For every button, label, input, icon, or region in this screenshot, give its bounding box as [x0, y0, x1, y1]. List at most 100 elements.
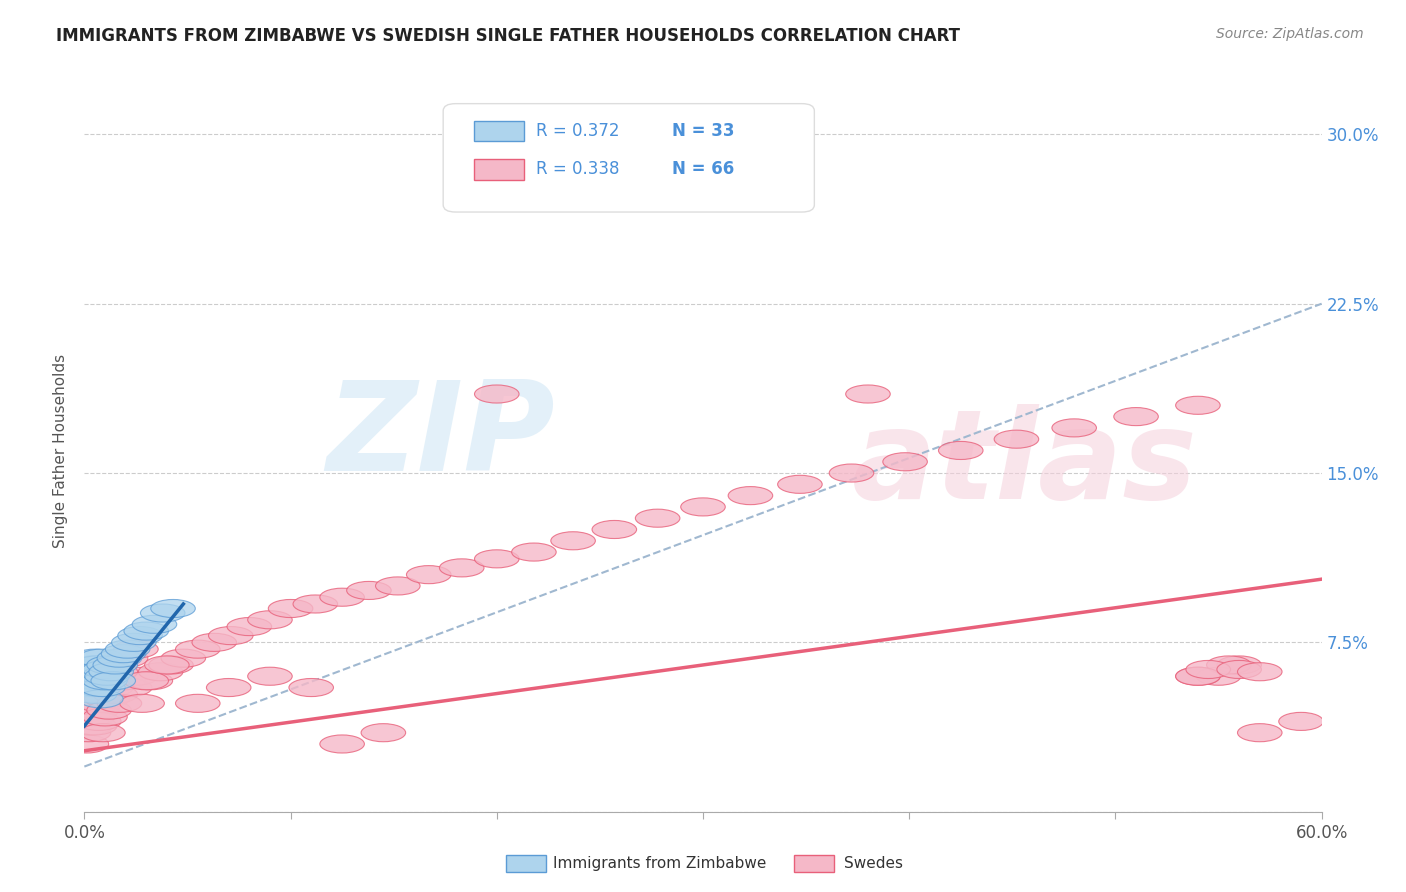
Ellipse shape — [97, 649, 142, 667]
Ellipse shape — [1216, 656, 1261, 674]
Ellipse shape — [994, 430, 1039, 448]
Ellipse shape — [138, 663, 183, 681]
Ellipse shape — [1237, 723, 1282, 742]
Ellipse shape — [66, 667, 111, 685]
Ellipse shape — [176, 694, 221, 713]
Ellipse shape — [84, 667, 129, 685]
Text: R = 0.372: R = 0.372 — [536, 122, 620, 140]
Text: R = 0.338: R = 0.338 — [536, 161, 620, 178]
Ellipse shape — [79, 690, 124, 708]
Ellipse shape — [66, 723, 111, 742]
Text: atlas: atlas — [852, 404, 1198, 525]
Ellipse shape — [681, 498, 725, 516]
Ellipse shape — [120, 694, 165, 713]
Ellipse shape — [70, 656, 115, 674]
Ellipse shape — [124, 622, 169, 640]
Ellipse shape — [83, 708, 128, 726]
Ellipse shape — [80, 667, 125, 685]
FancyBboxPatch shape — [474, 160, 523, 179]
Ellipse shape — [1237, 663, 1282, 681]
Ellipse shape — [105, 640, 150, 658]
Ellipse shape — [1175, 667, 1220, 685]
Text: ZIP: ZIP — [326, 376, 554, 497]
Ellipse shape — [207, 679, 252, 697]
Ellipse shape — [72, 649, 117, 667]
Ellipse shape — [76, 679, 121, 697]
Ellipse shape — [247, 611, 292, 629]
Ellipse shape — [72, 667, 117, 685]
Ellipse shape — [145, 656, 190, 674]
Ellipse shape — [132, 615, 177, 633]
Ellipse shape — [107, 679, 152, 697]
Ellipse shape — [1278, 713, 1323, 731]
Ellipse shape — [347, 582, 391, 599]
Ellipse shape — [247, 667, 292, 685]
Ellipse shape — [551, 532, 595, 549]
Ellipse shape — [319, 735, 364, 753]
Ellipse shape — [1185, 660, 1230, 679]
Ellipse shape — [141, 604, 186, 622]
Ellipse shape — [89, 679, 134, 697]
Ellipse shape — [97, 694, 142, 713]
Ellipse shape — [87, 656, 131, 674]
Ellipse shape — [474, 549, 519, 568]
Ellipse shape — [84, 690, 129, 708]
Ellipse shape — [83, 660, 128, 679]
Ellipse shape — [80, 679, 125, 697]
Ellipse shape — [406, 566, 451, 583]
Ellipse shape — [75, 672, 120, 690]
Ellipse shape — [70, 708, 115, 726]
Ellipse shape — [319, 588, 364, 607]
Ellipse shape — [636, 509, 681, 527]
Y-axis label: Single Father Households: Single Father Households — [53, 353, 69, 548]
Text: IMMIGRANTS FROM ZIMBABWE VS SWEDISH SINGLE FATHER HOUSEHOLDS CORRELATION CHART: IMMIGRANTS FROM ZIMBABWE VS SWEDISH SING… — [56, 27, 960, 45]
Text: Immigrants from Zimbabwe: Immigrants from Zimbabwe — [553, 856, 766, 871]
Ellipse shape — [93, 685, 138, 703]
Ellipse shape — [124, 672, 169, 690]
Ellipse shape — [592, 520, 637, 539]
Ellipse shape — [176, 640, 221, 658]
Ellipse shape — [149, 656, 193, 674]
Ellipse shape — [375, 577, 420, 595]
Ellipse shape — [93, 663, 138, 681]
Ellipse shape — [1175, 667, 1220, 685]
Ellipse shape — [75, 656, 120, 674]
Ellipse shape — [292, 595, 337, 613]
Ellipse shape — [361, 723, 406, 742]
Ellipse shape — [65, 735, 108, 753]
Ellipse shape — [69, 717, 112, 735]
Ellipse shape — [79, 694, 124, 713]
Ellipse shape — [128, 672, 173, 690]
Ellipse shape — [80, 723, 125, 742]
Ellipse shape — [89, 663, 134, 681]
Ellipse shape — [111, 633, 156, 651]
Ellipse shape — [93, 656, 138, 674]
Ellipse shape — [1175, 396, 1220, 414]
FancyBboxPatch shape — [474, 121, 523, 141]
Ellipse shape — [70, 679, 115, 697]
Ellipse shape — [118, 626, 162, 645]
Ellipse shape — [150, 599, 195, 617]
Ellipse shape — [440, 558, 484, 577]
Ellipse shape — [101, 672, 146, 690]
Ellipse shape — [69, 660, 112, 679]
Ellipse shape — [269, 599, 314, 617]
Ellipse shape — [1206, 656, 1251, 674]
Ellipse shape — [883, 453, 928, 471]
Ellipse shape — [1216, 660, 1261, 679]
Ellipse shape — [69, 672, 112, 690]
Ellipse shape — [778, 475, 823, 493]
Text: N = 66: N = 66 — [672, 161, 734, 178]
Text: N = 33: N = 33 — [672, 122, 734, 140]
Ellipse shape — [76, 663, 121, 681]
Ellipse shape — [193, 633, 236, 651]
Ellipse shape — [72, 685, 117, 703]
Ellipse shape — [830, 464, 873, 482]
Ellipse shape — [79, 649, 124, 667]
Ellipse shape — [288, 679, 333, 697]
Ellipse shape — [76, 713, 121, 731]
Ellipse shape — [114, 640, 159, 658]
Ellipse shape — [114, 667, 159, 685]
Ellipse shape — [728, 487, 773, 505]
FancyBboxPatch shape — [443, 103, 814, 212]
